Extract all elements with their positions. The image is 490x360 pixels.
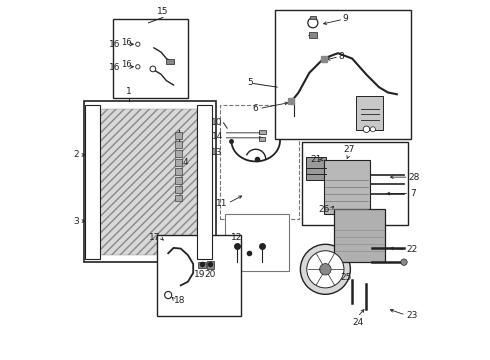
Bar	[175, 132, 182, 139]
Text: 16: 16	[108, 40, 120, 49]
Bar	[220, 105, 298, 219]
Text: 13: 13	[211, 148, 223, 157]
Bar	[166, 59, 173, 64]
Text: 7: 7	[411, 189, 416, 198]
Text: 10: 10	[211, 118, 223, 127]
Circle shape	[307, 251, 344, 288]
Text: 18: 18	[173, 296, 185, 305]
Circle shape	[150, 66, 156, 72]
Bar	[157, 235, 242, 316]
Text: 2: 2	[74, 150, 79, 159]
Circle shape	[401, 259, 407, 265]
Circle shape	[319, 264, 331, 275]
Text: 12: 12	[231, 233, 243, 242]
Bar	[310, 16, 317, 19]
Bar	[207, 261, 214, 269]
Text: 4: 4	[182, 158, 188, 167]
Text: 5: 5	[247, 78, 253, 87]
Text: 21: 21	[311, 155, 322, 164]
Bar	[198, 262, 206, 267]
Bar	[259, 130, 266, 134]
Bar	[259, 137, 265, 141]
Text: 22: 22	[407, 245, 417, 254]
Circle shape	[136, 64, 140, 69]
Text: 1: 1	[126, 87, 132, 96]
Text: 16: 16	[121, 38, 131, 47]
Text: 3: 3	[73, 217, 79, 226]
Text: 25: 25	[341, 273, 352, 282]
Bar	[356, 96, 383, 130]
Text: 8: 8	[338, 52, 343, 61]
Circle shape	[363, 126, 369, 132]
Text: 28: 28	[409, 173, 420, 182]
Bar	[306, 157, 326, 180]
Circle shape	[308, 18, 318, 28]
Text: 24: 24	[352, 318, 363, 327]
Text: 14: 14	[212, 132, 223, 141]
Bar	[100, 109, 197, 255]
Text: 9: 9	[343, 14, 348, 23]
Bar	[225, 214, 289, 271]
Text: 26: 26	[318, 205, 330, 214]
Text: 6: 6	[252, 104, 258, 113]
Bar	[175, 195, 182, 202]
Text: 23: 23	[407, 311, 418, 320]
Bar	[175, 159, 182, 166]
Bar	[175, 141, 182, 148]
Bar	[197, 105, 212, 258]
Text: 16: 16	[108, 63, 120, 72]
Circle shape	[136, 42, 140, 46]
Bar	[175, 150, 182, 157]
Text: 19: 19	[194, 270, 205, 279]
Bar	[323, 160, 370, 214]
Bar	[175, 177, 182, 184]
Text: 27: 27	[343, 145, 354, 154]
Circle shape	[165, 292, 172, 298]
Circle shape	[300, 244, 350, 294]
Bar	[175, 168, 182, 175]
Bar	[113, 19, 188, 98]
Text: 16: 16	[121, 60, 131, 69]
Bar	[302, 143, 408, 225]
Text: 15: 15	[157, 8, 169, 17]
Bar	[334, 208, 386, 262]
Bar	[309, 32, 317, 38]
Text: 20: 20	[205, 270, 216, 279]
Bar	[84, 102, 217, 262]
Text: 11: 11	[216, 199, 227, 208]
Text: 17: 17	[149, 233, 160, 242]
Bar	[175, 186, 182, 193]
Bar	[275, 10, 411, 139]
Circle shape	[370, 127, 375, 132]
Bar	[85, 105, 99, 258]
